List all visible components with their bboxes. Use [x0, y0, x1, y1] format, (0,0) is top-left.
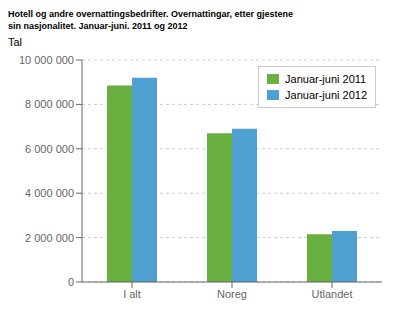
html-text:Januar-juni 2012: Januar-juni 2012 — [285, 89, 367, 101]
svg-text:6 000 000: 6 000 000 — [25, 143, 74, 155]
svg-text:0: 0 — [68, 276, 74, 288]
svg-text:2 000 000: 2 000 000 — [25, 232, 74, 244]
html-text:Januar-juni 2011: Januar-juni 2011 — [285, 73, 367, 85]
svg-text:Utlandet: Utlandet — [312, 288, 353, 300]
svg-text:8 000 000: 8 000 000 — [25, 98, 74, 110]
html-text:Tal: Tal — [8, 36, 23, 48]
html-text:Hotell og andre overnattingsbe: Hotell og andre overnattingsbedrifter. O… — [8, 9, 294, 19]
svg-text:4 000 000: 4 000 000 — [25, 187, 74, 199]
html-text:sin nasjonalitet. Januar-juni.: sin nasjonalitet. Januar-juni. 2011 og 2… — [8, 21, 188, 31]
svg-text:I alt: I alt — [123, 288, 141, 300]
svg-text:Noreg: Noreg — [217, 288, 247, 300]
svg-text:10 000 000: 10 000 000 — [19, 54, 74, 66]
